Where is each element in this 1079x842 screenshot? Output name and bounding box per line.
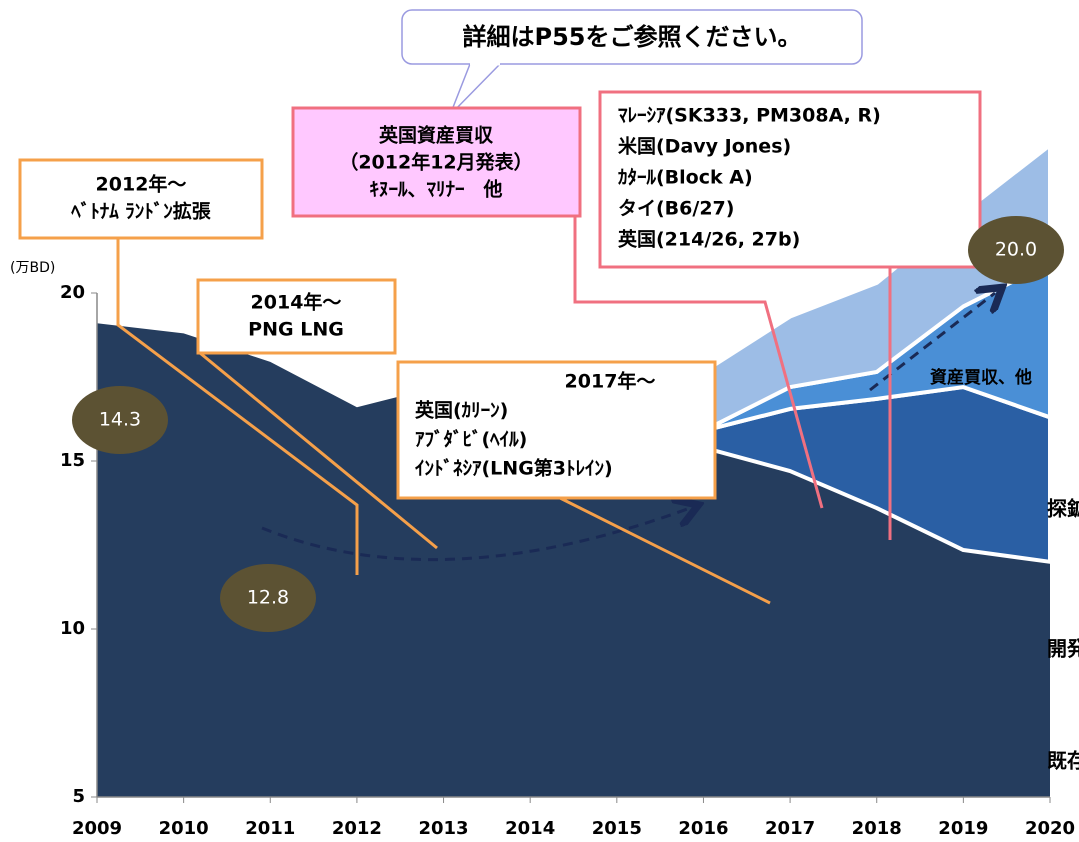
- annotation-box: [18, 158, 264, 240]
- x-tick-label: 2018: [852, 818, 902, 839]
- value-callout: 12.8: [247, 587, 289, 609]
- annotation-text: ｱﾌﾞﾀﾞﾋﾞ(ﾍｲﾙ): [415, 428, 527, 451]
- value-callout-bubble: [220, 564, 316, 632]
- annotation-text: 2012年～: [96, 173, 187, 196]
- callout-line: [573, 216, 824, 509]
- x-tick-label: 2016: [678, 818, 728, 839]
- x-tick-label: 2011: [245, 818, 295, 839]
- note-bubble: [401, 9, 863, 65]
- value-callout: 20.0: [995, 239, 1037, 261]
- x-tick-label: 2010: [159, 818, 209, 839]
- series-label: 探鉱: [1047, 497, 1079, 521]
- annotation-text: 英国(ｶﾘｰﾝ): [415, 399, 508, 422]
- annotation-box: [396, 360, 717, 500]
- x-tick-label: 2015: [592, 818, 642, 839]
- plot: [96, 143, 1052, 798]
- x-tick-label: 2014: [505, 818, 555, 839]
- series-label: 開発: [1047, 637, 1079, 661]
- value-callout-bubble: [72, 386, 168, 454]
- callout-line: [199, 351, 438, 550]
- value-callout: 14.3: [99, 409, 141, 431]
- annotation-text: 英国資産買収: [379, 124, 494, 147]
- series-label: 資産買収、他: [930, 367, 1032, 388]
- dashed-arrow: [261, 508, 690, 562]
- annotation-text: 米国(Davy Jones): [618, 135, 791, 158]
- annotation-box: [196, 278, 397, 355]
- x-tick-label: 2012: [332, 818, 382, 839]
- annotation-text: ｶﾀｰﾙ(Block A): [618, 167, 753, 189]
- value-callout-bubble: [968, 216, 1064, 284]
- annotation-text: ｲﾝﾄﾞﾈｼｱ(LNG第3ﾄﾚｲﾝ): [415, 457, 613, 480]
- annotation-text: 詳細はP55をご参照ください。: [463, 23, 802, 51]
- y-tick-label: 20: [60, 282, 85, 303]
- annotation-text: （2012年12月発表）: [339, 151, 532, 174]
- annotation-box: [598, 90, 982, 269]
- callout-line: [559, 496, 771, 605]
- annotation-text: ﾍﾞﾄﾅﾑ ﾗﾝﾄﾞﾝ拡張: [70, 200, 212, 223]
- x-tick-label: 2009: [72, 818, 122, 839]
- y-tick-label: 15: [60, 450, 85, 471]
- callout-line: [116, 238, 359, 575]
- annotations: [18, 9, 995, 605]
- area: [97, 323, 1050, 797]
- annotation-text: ｷﾇｰﾙ、ﾏﾘﾅｰ 他: [369, 178, 502, 201]
- y-axis-label: (万BD): [10, 260, 55, 276]
- x-tick-label: 2020: [1025, 818, 1075, 839]
- annotation-text: タイ(B6/27): [618, 198, 734, 220]
- annotation-text: ﾏﾚｰｼｱ(SK333, PM308A, R): [618, 105, 881, 127]
- x-tick-label: 2019: [938, 818, 988, 839]
- annotation-text: 2014年～: [251, 291, 342, 314]
- y-tick-label: 5: [72, 786, 85, 807]
- y-tick-label: 10: [60, 618, 85, 639]
- annotation-box: [291, 106, 582, 218]
- annotation-text: PNG LNG: [248, 319, 344, 341]
- x-tick-label: 2013: [418, 818, 468, 839]
- series-label: 既存: [1047, 749, 1079, 773]
- annotation-text: 英国(214/26, 27b): [618, 228, 800, 251]
- annotation-text: 2017年～: [565, 370, 656, 393]
- x-tick-label: 2017: [765, 818, 815, 839]
